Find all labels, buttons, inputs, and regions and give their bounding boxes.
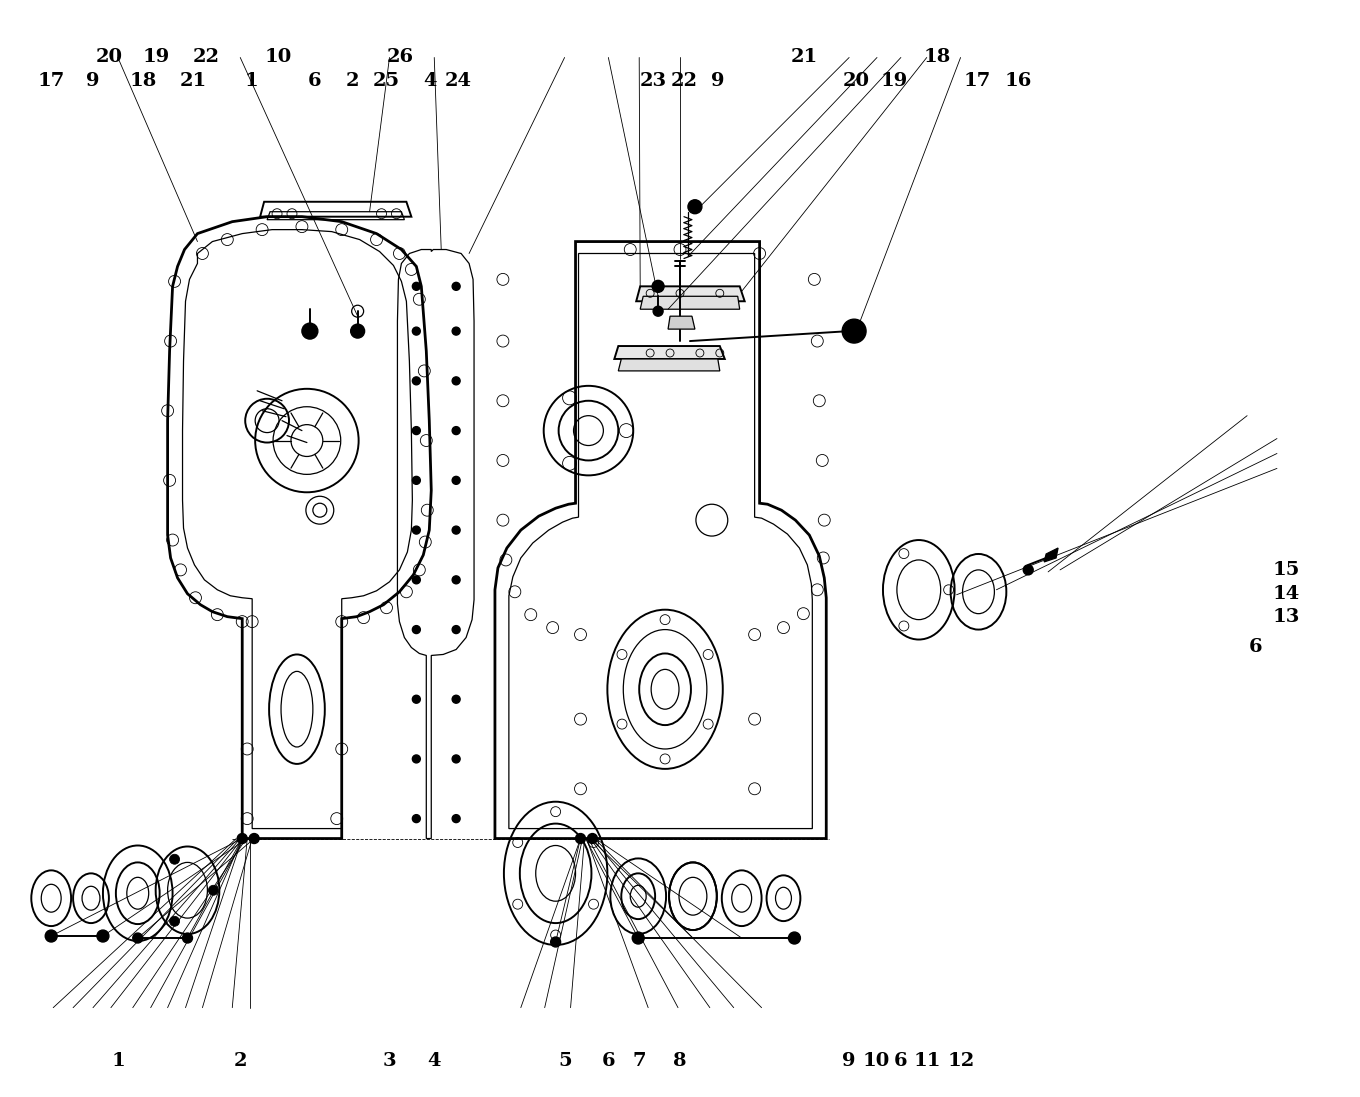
- Text: 21: 21: [792, 48, 819, 66]
- Text: 7: 7: [632, 1052, 646, 1071]
- Text: 9: 9: [711, 72, 725, 90]
- Circle shape: [551, 937, 560, 947]
- Circle shape: [351, 324, 364, 338]
- Circle shape: [632, 932, 645, 945]
- Circle shape: [452, 815, 460, 823]
- Polygon shape: [668, 316, 695, 329]
- Circle shape: [842, 319, 866, 343]
- Circle shape: [452, 755, 460, 762]
- Polygon shape: [636, 286, 745, 302]
- Circle shape: [412, 327, 420, 335]
- Text: 6: 6: [894, 1052, 907, 1071]
- Circle shape: [452, 476, 460, 485]
- Text: 19: 19: [143, 48, 170, 66]
- Text: 20: 20: [95, 48, 122, 66]
- Text: 9: 9: [842, 1052, 855, 1071]
- Text: 24: 24: [445, 72, 472, 90]
- Text: 4: 4: [423, 72, 437, 90]
- Text: 12: 12: [948, 1052, 975, 1071]
- Circle shape: [452, 327, 460, 335]
- Circle shape: [452, 625, 460, 634]
- Text: 20: 20: [842, 72, 869, 90]
- Text: 13: 13: [1273, 608, 1300, 626]
- Text: 9: 9: [86, 72, 99, 90]
- Circle shape: [452, 576, 460, 584]
- Circle shape: [412, 476, 420, 485]
- Text: 15: 15: [1273, 562, 1300, 579]
- Circle shape: [688, 200, 702, 214]
- Circle shape: [45, 930, 57, 942]
- Text: 22: 22: [670, 72, 698, 90]
- Circle shape: [412, 755, 420, 762]
- Circle shape: [653, 281, 664, 292]
- Text: 3: 3: [382, 1052, 396, 1071]
- Text: 22: 22: [193, 48, 220, 66]
- Circle shape: [653, 306, 664, 316]
- Text: 2: 2: [345, 72, 359, 90]
- Text: 1: 1: [112, 1052, 125, 1071]
- Text: 17: 17: [964, 72, 991, 90]
- Circle shape: [97, 930, 109, 942]
- Circle shape: [412, 695, 420, 703]
- Text: 17: 17: [37, 72, 64, 90]
- Circle shape: [249, 834, 260, 844]
- Text: 18: 18: [129, 72, 156, 90]
- Circle shape: [412, 527, 420, 534]
- Text: 16: 16: [1005, 72, 1032, 90]
- Circle shape: [412, 576, 420, 584]
- Text: 2: 2: [234, 1052, 248, 1071]
- Text: 14: 14: [1273, 586, 1300, 603]
- Text: 10: 10: [862, 1052, 889, 1071]
- Circle shape: [208, 885, 219, 895]
- Circle shape: [452, 427, 460, 434]
- Circle shape: [412, 815, 420, 823]
- Text: 25: 25: [373, 72, 400, 90]
- Text: 5: 5: [558, 1052, 571, 1071]
- Circle shape: [452, 527, 460, 534]
- Circle shape: [412, 427, 420, 434]
- Text: 26: 26: [386, 48, 413, 66]
- Circle shape: [170, 916, 180, 926]
- Circle shape: [789, 932, 801, 945]
- Circle shape: [588, 834, 597, 844]
- Circle shape: [452, 695, 460, 703]
- Circle shape: [170, 855, 180, 864]
- Text: 1: 1: [245, 72, 258, 90]
- Text: 11: 11: [914, 1052, 941, 1071]
- Polygon shape: [1044, 548, 1058, 562]
- Circle shape: [412, 282, 420, 291]
- Circle shape: [1023, 565, 1034, 575]
- Circle shape: [302, 324, 318, 339]
- Circle shape: [412, 377, 420, 385]
- Polygon shape: [615, 346, 725, 359]
- Text: 10: 10: [264, 48, 292, 66]
- Text: 4: 4: [427, 1052, 441, 1071]
- Text: 6: 6: [307, 72, 321, 90]
- Circle shape: [452, 282, 460, 291]
- Text: 8: 8: [673, 1052, 687, 1071]
- Text: 19: 19: [880, 72, 907, 90]
- Circle shape: [412, 625, 420, 634]
- Text: 6: 6: [1248, 637, 1262, 656]
- Circle shape: [182, 934, 193, 943]
- Polygon shape: [619, 359, 719, 371]
- Text: 21: 21: [180, 72, 207, 90]
- Text: 6: 6: [601, 1052, 615, 1071]
- Text: 23: 23: [639, 72, 666, 90]
- Text: 18: 18: [923, 48, 951, 66]
- Circle shape: [133, 934, 143, 943]
- Circle shape: [237, 834, 248, 844]
- Circle shape: [575, 834, 586, 844]
- Circle shape: [452, 377, 460, 385]
- Polygon shape: [641, 296, 740, 309]
